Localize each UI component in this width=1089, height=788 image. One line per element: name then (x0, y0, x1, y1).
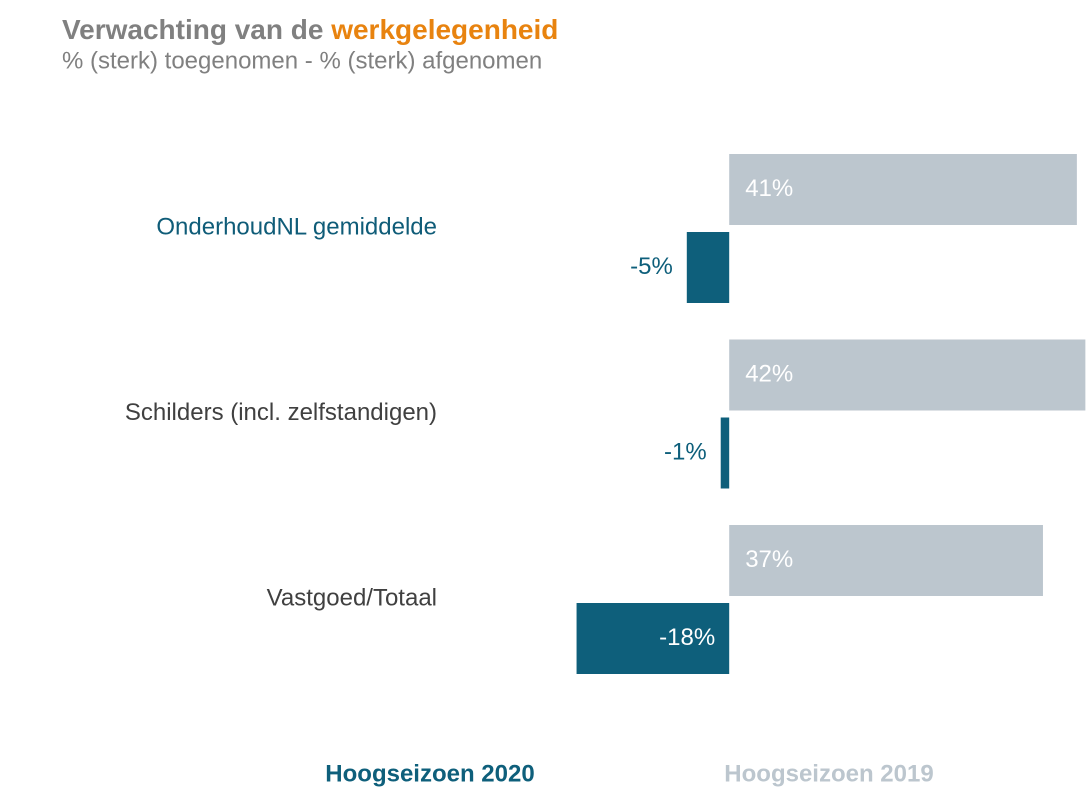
value-label: -18% (659, 624, 715, 651)
value-label: 41% (745, 175, 793, 202)
value-label: -1% (664, 438, 707, 465)
category-label: OnderhoudNL gemiddelde (156, 213, 437, 240)
chart-title: Verwachting van de werkgelegenheid (62, 14, 558, 45)
category-label: Schilders (incl. zelfstandigen) (125, 399, 437, 426)
value-label: 42% (745, 360, 793, 387)
bar (686, 232, 730, 303)
bar (729, 154, 1077, 225)
value-label: 37% (745, 546, 793, 573)
bar (729, 525, 1043, 596)
legend-entry: Hoogseizoen 2019 (724, 760, 933, 787)
chart-subtitle: % (sterk) toegenomen - % (sterk) afgenom… (62, 47, 542, 74)
value-label: -5% (630, 253, 673, 280)
category-label: Vastgoed/Totaal (267, 584, 437, 611)
title-main: Verwachting van de (62, 14, 323, 45)
legend-entry: Hoogseizoen 2020 (325, 760, 534, 787)
bar (729, 339, 1086, 411)
bar (576, 603, 730, 674)
bar (720, 417, 730, 489)
title-highlight: werkgelegenheid (330, 14, 558, 45)
